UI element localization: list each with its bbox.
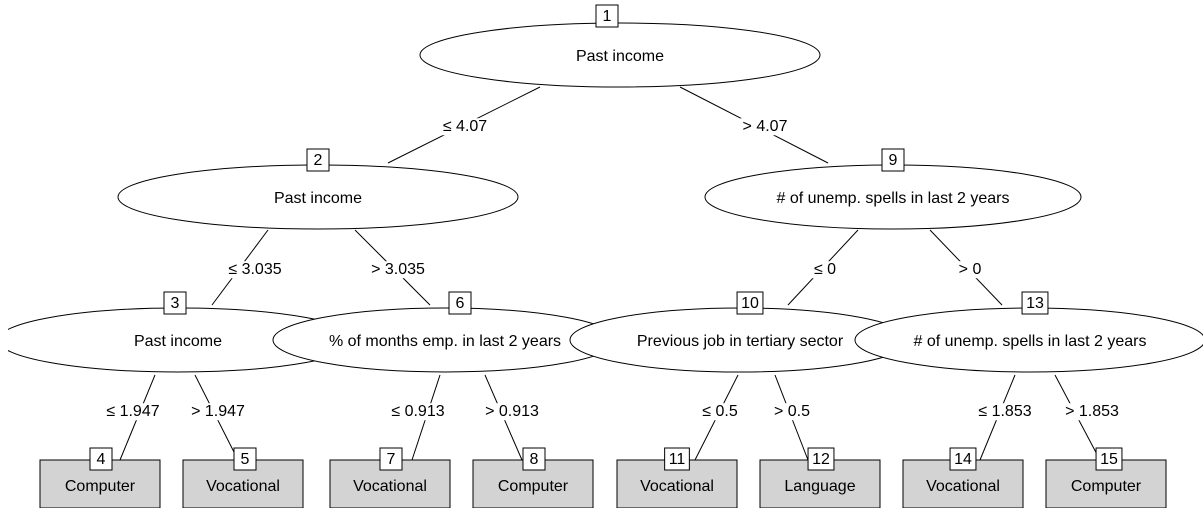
node-id: 3	[171, 295, 180, 312]
node: Past income 2	[117, 148, 519, 230]
leaf-label: Vocational	[640, 478, 714, 495]
node-id: 8	[530, 451, 539, 468]
edge-label: > 4.07	[743, 118, 788, 135]
edge-label-bg	[226, 261, 284, 279]
leaf-label: Vocational	[926, 478, 1000, 495]
node-id: 14	[954, 451, 972, 468]
node-id: 1	[603, 8, 612, 25]
node-id: 9	[889, 152, 898, 169]
node-id-box	[379, 447, 403, 471]
node-label: Past income	[576, 48, 664, 65]
edge-label-bg	[440, 118, 490, 136]
node-id: 15	[1100, 451, 1118, 468]
node-id: 2	[314, 152, 323, 169]
edge-label-bg	[389, 403, 447, 421]
leaf-label: Vocational	[353, 478, 427, 495]
leaf-label: Computer	[1071, 478, 1142, 495]
nodes: Past income 1 Past income 2 Past income 3 Comp…	[8, 4, 1203, 508]
edge-label-bg	[189, 403, 248, 421]
edge-label-bg	[1063, 403, 1122, 421]
node: % of months emp. in last 2 years 6	[272, 291, 618, 373]
leaf-label: Computer	[498, 478, 569, 495]
node: # of unemp. spells in last 2 years 13	[854, 291, 1203, 373]
node-label: Past income	[134, 333, 222, 350]
edge-label-bg	[483, 403, 542, 421]
leaf-label: Language	[784, 478, 855, 495]
node: Language 12	[759, 447, 881, 508]
node: Vocational 11	[616, 447, 738, 508]
edge-label: > 1.947	[191, 403, 245, 420]
edge-label-bg	[811, 261, 839, 279]
node-id: 5	[241, 451, 250, 468]
edge-label-bg	[700, 403, 740, 421]
node: Vocational 7	[329, 447, 451, 508]
leaf-node	[759, 459, 881, 508]
edge-label: > 0.913	[485, 403, 539, 420]
node: Computer 4	[39, 447, 161, 508]
node-id: 12	[812, 451, 830, 468]
node-id-box	[807, 447, 835, 471]
node-id: 11	[669, 451, 686, 468]
edge-label: > 0.5	[774, 403, 810, 420]
edge-label-bg	[740, 118, 790, 136]
edge-label-bg	[104, 403, 162, 421]
node: Past income 3	[8, 291, 359, 373]
edge-label: ≤ 1.947	[106, 403, 159, 420]
node: Computer 8	[472, 447, 594, 508]
node-id-box	[163, 291, 187, 315]
edge-label: ≤ 1.853	[978, 403, 1031, 420]
node-id: 13	[1026, 295, 1044, 312]
node-id-box	[306, 148, 330, 172]
node: Computer 15	[1045, 447, 1167, 508]
node-id-box	[89, 447, 113, 471]
edge-label: > 3.035	[371, 261, 425, 278]
node-label: # of unemp. spells in last 2 years	[776, 190, 1009, 207]
node: Vocational 14	[902, 447, 1024, 508]
node: Past income 1	[419, 4, 821, 88]
node-id-box	[949, 447, 977, 471]
node-id-box	[736, 291, 764, 315]
edge-label-bg	[771, 403, 813, 421]
edge-label: ≤ 3.035	[228, 261, 281, 278]
edge-label: > 1.853	[1065, 403, 1119, 420]
node: Vocational 5	[182, 447, 304, 508]
edge-label: ≤ 0.5	[702, 403, 738, 420]
node-id-box	[595, 4, 619, 28]
edge-label: ≤ 4.07	[443, 118, 487, 135]
leaf-label: Vocational	[206, 478, 280, 495]
node: Previous job in tertiary sector 10	[569, 291, 911, 373]
edge-label-bg	[956, 261, 984, 279]
node-label: # of unemp. spells in last 2 years	[913, 333, 1146, 350]
edge-label: > 0	[959, 261, 982, 278]
node-id: 10	[741, 295, 759, 312]
node-id-box	[1021, 291, 1049, 315]
node-id-box	[881, 148, 905, 172]
node-id-box	[448, 291, 472, 315]
node-id-box	[1095, 447, 1123, 471]
node-id: 7	[387, 451, 396, 468]
edges: ≤ 4.07 > 4.07 ≤ 3.035 > 3.035 ≤ 1.947 > 1.947…	[104, 86, 1122, 461]
edge-label-bg	[369, 261, 428, 279]
node-label: Previous job in tertiary sector	[637, 333, 844, 350]
node-id: 6	[456, 295, 465, 312]
split-node	[419, 22, 821, 88]
node-id-box	[664, 447, 690, 471]
edge-label-bg	[976, 403, 1034, 421]
node-id: 4	[97, 451, 106, 468]
node-id-box	[233, 447, 257, 471]
node-label: Past income	[274, 190, 362, 207]
node-id-box	[522, 447, 546, 471]
node: # of unemp. spells in last 2 years 9	[704, 148, 1082, 230]
edge-label: ≤ 0.913	[391, 403, 444, 420]
node-label: % of months emp. in last 2 years	[329, 333, 561, 350]
edge-label: ≤ 0	[814, 261, 836, 278]
leaf-label: Computer	[65, 478, 136, 495]
